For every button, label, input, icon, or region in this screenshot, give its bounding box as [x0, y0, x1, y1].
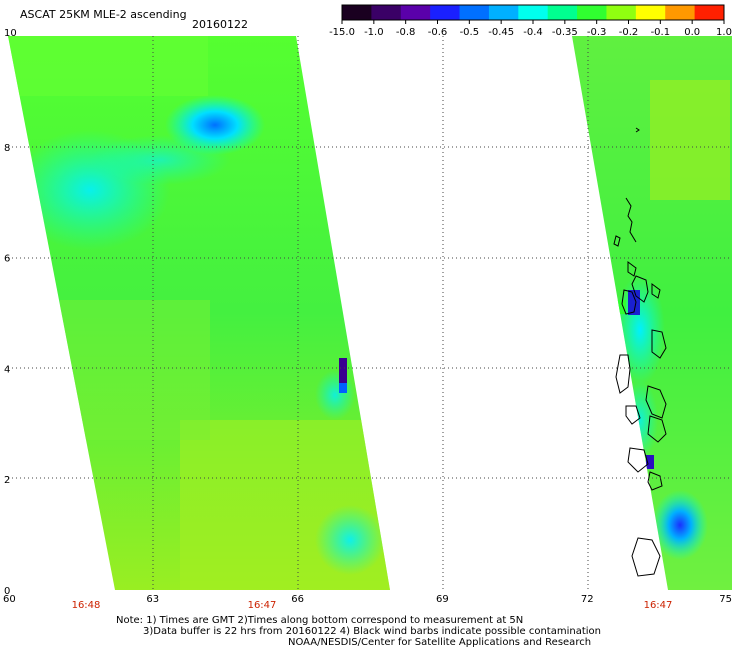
- colorbar-segment: [665, 5, 696, 20]
- swath-times: 16:48 16:47 16:47: [72, 600, 673, 611]
- colorbar-segment: [518, 5, 549, 20]
- x-axis-ticks: 60 63 66 69 72 75: [3, 594, 732, 605]
- colorbar-segment: [342, 5, 372, 20]
- y-axis-ticks: 10 8 6 4 2 0: [4, 28, 17, 597]
- x-tick-label: 66: [291, 594, 304, 605]
- colorbar-label: 0.0: [684, 27, 700, 38]
- colorbar-segment: [430, 5, 461, 20]
- colorbar-label: -0.5: [460, 27, 480, 38]
- colorbar-segment: [635, 5, 666, 20]
- swath-time: 16:47: [248, 600, 277, 611]
- x-tick-label: 72: [581, 594, 594, 605]
- colorbar: [341, 4, 725, 21]
- note-line-3: NOAA/NESDIS/Center for Satellite Applica…: [288, 637, 592, 648]
- colorbar-label: -0.8: [396, 27, 416, 38]
- y-tick-label: 10: [4, 28, 17, 39]
- y-tick-label: 6: [4, 254, 10, 265]
- colorbar-label: -0.45: [488, 27, 514, 38]
- colorbar-labels: -15.0 -1.0 -0.8 -0.6 -0.5 -0.45 -0.4 -0.35 -0.3 -…: [329, 20, 732, 38]
- colorbar-label: -0.3: [587, 27, 607, 38]
- map-date: 20160122: [192, 18, 248, 31]
- x-tick-label: 60: [3, 594, 16, 605]
- note-line-2: 3)Data buffer is 22 hrs from 20160122 4)…: [143, 626, 601, 637]
- y-tick-label: 4: [4, 364, 10, 375]
- x-tick-label: 63: [146, 594, 159, 605]
- note-line-1: Note: 1) Times are GMT 2)Times along bot…: [116, 615, 524, 626]
- island-outlines: [613, 127, 667, 577]
- colorbar-label: 1.0: [716, 27, 732, 38]
- x-tick-label: 75: [719, 594, 732, 605]
- colorbar-segment: [459, 5, 490, 20]
- colorbar-label: -0.6: [428, 27, 448, 38]
- colorbar-label: -15.0: [329, 27, 355, 38]
- colorbar-label: -0.35: [552, 27, 578, 38]
- colorbar-label: -0.2: [619, 27, 639, 38]
- y-tick-label: 0: [4, 586, 10, 597]
- right-swath: [572, 36, 732, 590]
- y-tick-label: 2: [4, 475, 10, 486]
- swath-time: 16:47: [644, 600, 673, 611]
- colorbar-segment: [400, 5, 431, 20]
- swath-time: 16:48: [72, 600, 101, 611]
- colorbar-label: -1.0: [364, 27, 384, 38]
- grid-lines: [8, 36, 732, 590]
- map-title: ASCAT 25KM MLE-2 ascending: [20, 8, 187, 21]
- colorbar-label: -0.4: [523, 27, 543, 38]
- x-tick-label: 69: [436, 594, 449, 605]
- left-swath: [8, 36, 390, 590]
- colorbar-segment: [606, 5, 637, 20]
- colorbar-segment: [488, 5, 519, 20]
- colorbar-segment: [694, 5, 725, 20]
- colorbar-segment: [371, 5, 402, 20]
- colorbar-label: -0.1: [651, 27, 671, 38]
- colorbar-segment: [577, 5, 607, 20]
- y-tick-label: 8: [4, 143, 10, 154]
- colorbar-segment: [547, 5, 578, 20]
